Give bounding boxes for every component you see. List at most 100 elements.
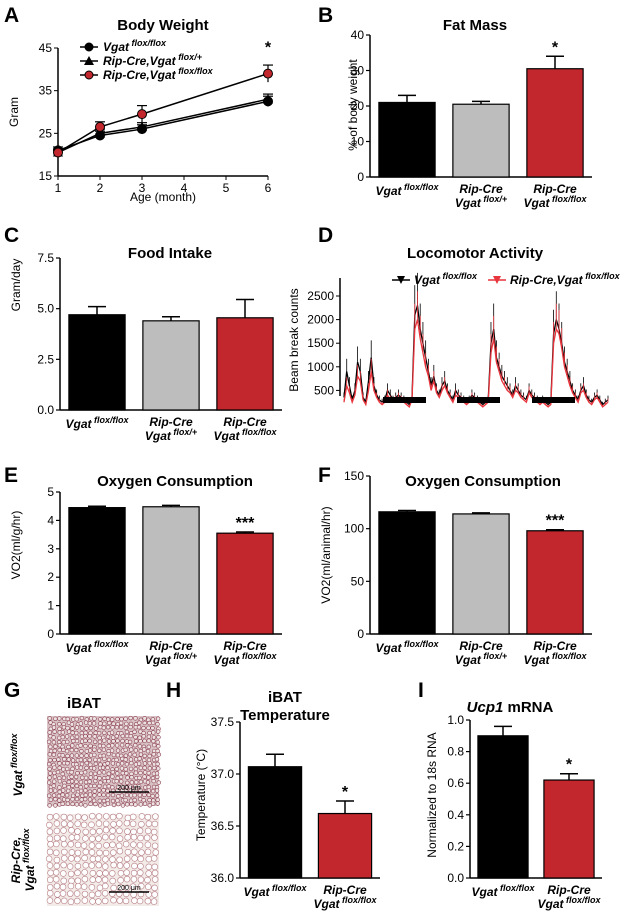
adipocyte (155, 801, 160, 806)
adipocyte (144, 897, 152, 905)
adipocyte (137, 720, 142, 725)
adipocyte (115, 798, 120, 803)
adipocyte (52, 729, 57, 734)
adipocyte (136, 761, 142, 766)
legend-marker (493, 276, 501, 284)
adipocyte (60, 771, 65, 777)
adipocyte (95, 820, 103, 827)
y-tick-label: 0 (357, 170, 364, 184)
y-tick-label: 0 (357, 627, 364, 641)
adipocyte (46, 780, 52, 785)
adipocyte (109, 856, 116, 863)
adipocyte (51, 793, 57, 798)
adipocyte (92, 734, 97, 739)
y-tick-label: 50 (351, 574, 365, 588)
adipocyte (123, 767, 128, 772)
chart-title: Locomotor Activity (407, 245, 544, 262)
x-category-label: Vgat flox/flox (213, 427, 277, 443)
adipocyte (67, 840, 75, 848)
adipocyte (88, 783, 94, 789)
adipocyte (137, 756, 142, 761)
adipocyte (155, 722, 160, 727)
adipocyte (147, 720, 152, 726)
adipocyte (131, 862, 138, 870)
adipocyte (150, 828, 158, 836)
chart-title: Oxygen Consumption (405, 473, 561, 490)
adipocyte (64, 793, 70, 798)
adipocyte (75, 771, 80, 776)
row-label: Vgat flox/flox (21, 828, 37, 892)
adipocyte (60, 730, 66, 735)
y-tick-label: 1 (47, 599, 54, 613)
adipocyte (89, 828, 97, 835)
adipocyte (133, 802, 138, 807)
adipocyte (102, 869, 109, 877)
adipocyte (88, 725, 93, 731)
adipocyte (101, 725, 106, 730)
adipocyte (48, 744, 53, 749)
adipocyte (115, 762, 121, 767)
adipocyte (130, 869, 138, 877)
adipocyte (88, 743, 93, 749)
adipocyte (46, 828, 54, 835)
adipocyte (92, 747, 97, 752)
adipocyte (137, 792, 143, 798)
adipocyte (155, 716, 161, 721)
adipocyte (93, 775, 98, 780)
legend-marker (397, 276, 405, 284)
adipocyte (123, 716, 128, 721)
adipocyte (144, 876, 151, 884)
adipocyte (62, 783, 67, 789)
adipocyte (80, 821, 88, 829)
chart-b: 0 10 20 30 40 Rip-Cre * Rip-Cre (351, 28, 592, 196)
adipocyte (53, 862, 61, 870)
x-category-label: Vgat flox/+ (455, 651, 508, 667)
adipocyte (87, 734, 92, 739)
adipocyte (156, 735, 161, 740)
adipocyte (110, 761, 116, 766)
legend-label: Vgat flox/flox (414, 271, 478, 287)
x-category-label: Rip-Cre (533, 639, 577, 653)
adipocyte (83, 788, 88, 793)
adipocyte (116, 856, 123, 864)
bar (216, 317, 274, 411)
data-point (95, 128, 105, 138)
y-tick-label: 0.2 (447, 839, 464, 853)
adipocyte (60, 753, 65, 758)
x-category-label: Vgat flox/flox (523, 651, 587, 667)
bar (477, 735, 529, 879)
adipocyte (81, 814, 88, 821)
adipocyte (115, 716, 120, 722)
adipocyte (57, 761, 62, 766)
adipocyte (74, 753, 80, 758)
adipocyte (156, 729, 161, 734)
panel-letter-a: A (4, 4, 19, 27)
adipocyte (65, 797, 70, 803)
significance-star: * (552, 39, 559, 56)
y-tick-label: 2 (47, 570, 54, 584)
y-tick-label: 0.0 (37, 403, 54, 417)
adipocyte (97, 748, 102, 753)
x-category-label: Vgat flox/flox (243, 883, 307, 899)
adipocyte (154, 788, 160, 793)
adipocyte (78, 721, 84, 726)
adipocyte (147, 753, 152, 759)
adipocyte (103, 842, 110, 849)
adipocyte (46, 862, 54, 869)
panel-letter-h: H (166, 679, 181, 702)
adipocyte (82, 848, 90, 856)
adipocyte (138, 779, 144, 785)
adipocyte (152, 849, 160, 856)
adipocyte (152, 742, 157, 748)
adipocyte (124, 771, 129, 776)
adipocyte (147, 730, 152, 736)
significance-star: * (566, 757, 573, 774)
bar (142, 320, 200, 411)
y-tick-label: 1000 (307, 360, 334, 374)
adipocyte (97, 735, 102, 741)
adipocyte (103, 813, 110, 820)
adipocyte (48, 720, 53, 725)
panel-letter-e: E (4, 464, 18, 487)
x-category-label: Rip-Cre (533, 182, 577, 196)
adipocyte (87, 721, 93, 726)
